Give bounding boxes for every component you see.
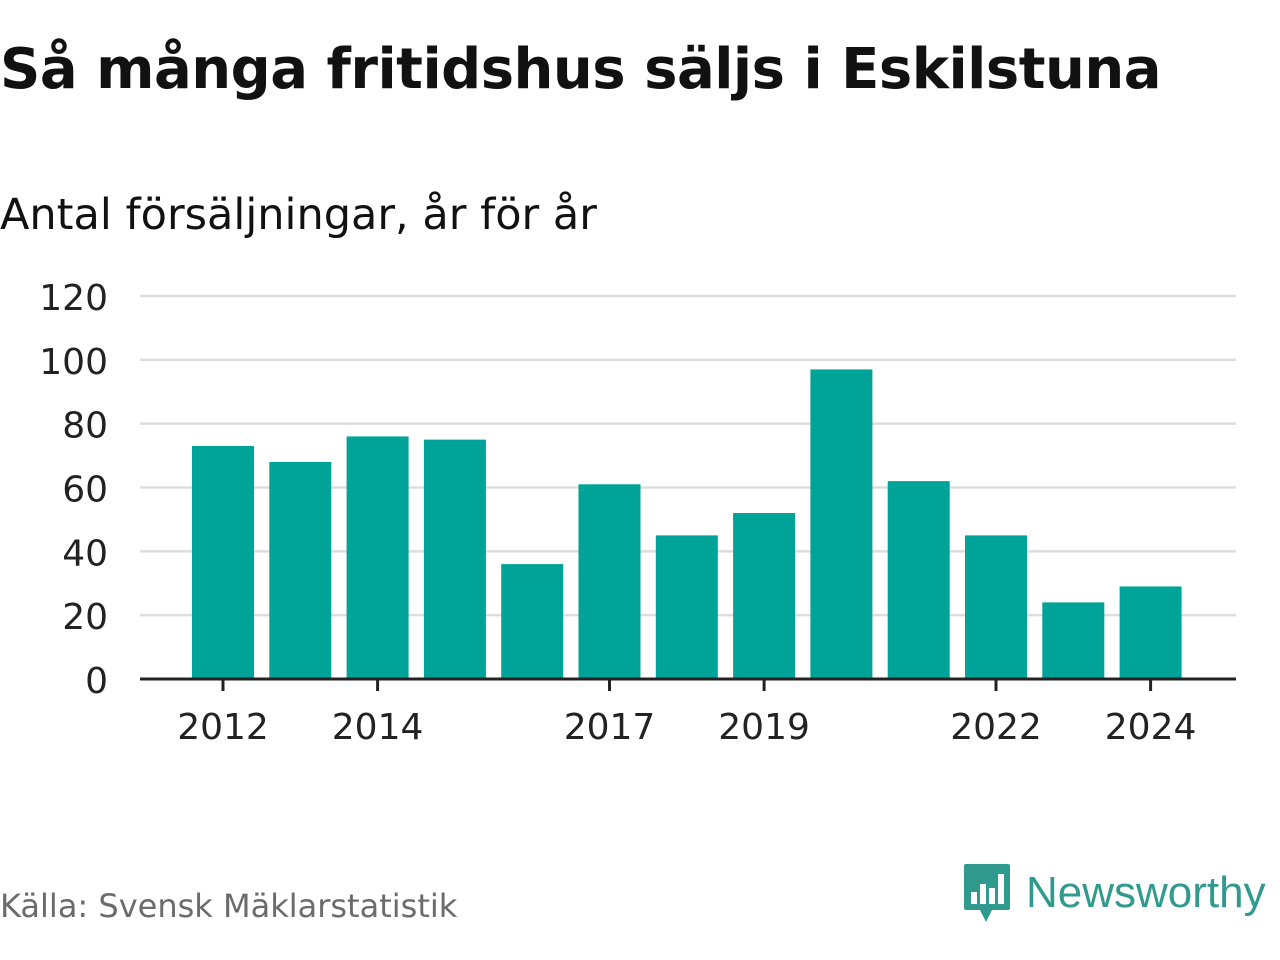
bar-2013: [269, 461, 332, 679]
y-tick-label: 20: [62, 597, 108, 638]
x-axis-labels: 2012 2014 2017 2019 2022 2024: [177, 707, 1196, 748]
x-tick-label: 2017: [564, 707, 656, 748]
bar-2017: [578, 484, 641, 679]
bar-2021: [887, 481, 950, 679]
brand-name: Newsworthy: [1026, 868, 1266, 917]
x-tick-label: 2012: [177, 707, 269, 748]
y-tick-label: 120: [39, 278, 108, 319]
brand-logo: Newsworthy: [962, 862, 1266, 924]
x-tick-label: 2014: [332, 707, 424, 748]
source-note: Källa: Svensk Mäklarstatistik: [0, 887, 458, 925]
y-tick-label: 60: [62, 470, 108, 511]
chart-title: Så många fritidshus säljs i Eskilstuna: [0, 37, 1162, 102]
bar-2019: [733, 513, 796, 679]
bar-2023: [1042, 602, 1105, 679]
y-axis-labels: 0 20 40 60 80 100 120: [39, 278, 108, 702]
y-tick-label: 100: [39, 342, 108, 383]
x-axis: [140, 677, 1236, 691]
bar-2022: [965, 535, 1027, 679]
chart-subtitle: Antal försäljningar, år för år: [0, 190, 597, 240]
x-tick-label: 2019: [718, 707, 810, 748]
bar-2014: [346, 436, 409, 679]
y-tick-label: 40: [62, 533, 108, 574]
bar-2015: [423, 439, 486, 679]
bar-2016: [501, 564, 564, 679]
x-tick-label: 2024: [1105, 707, 1197, 748]
bar-chart-speech-bubble-icon: [964, 864, 1010, 922]
y-tick-label: 0: [85, 661, 108, 702]
bar-2018: [655, 535, 718, 679]
bar-chart: 0 20 40 60 80 100 120 2012 2014 2017 2019 2022 2024: [39, 278, 1236, 748]
bars: [192, 369, 1182, 679]
bar-2012: [192, 446, 254, 679]
bar-2020: [810, 369, 873, 679]
x-tick-label: 2022: [950, 707, 1042, 748]
y-tick-label: 80: [62, 406, 108, 447]
bar-2024: [1119, 586, 1182, 679]
